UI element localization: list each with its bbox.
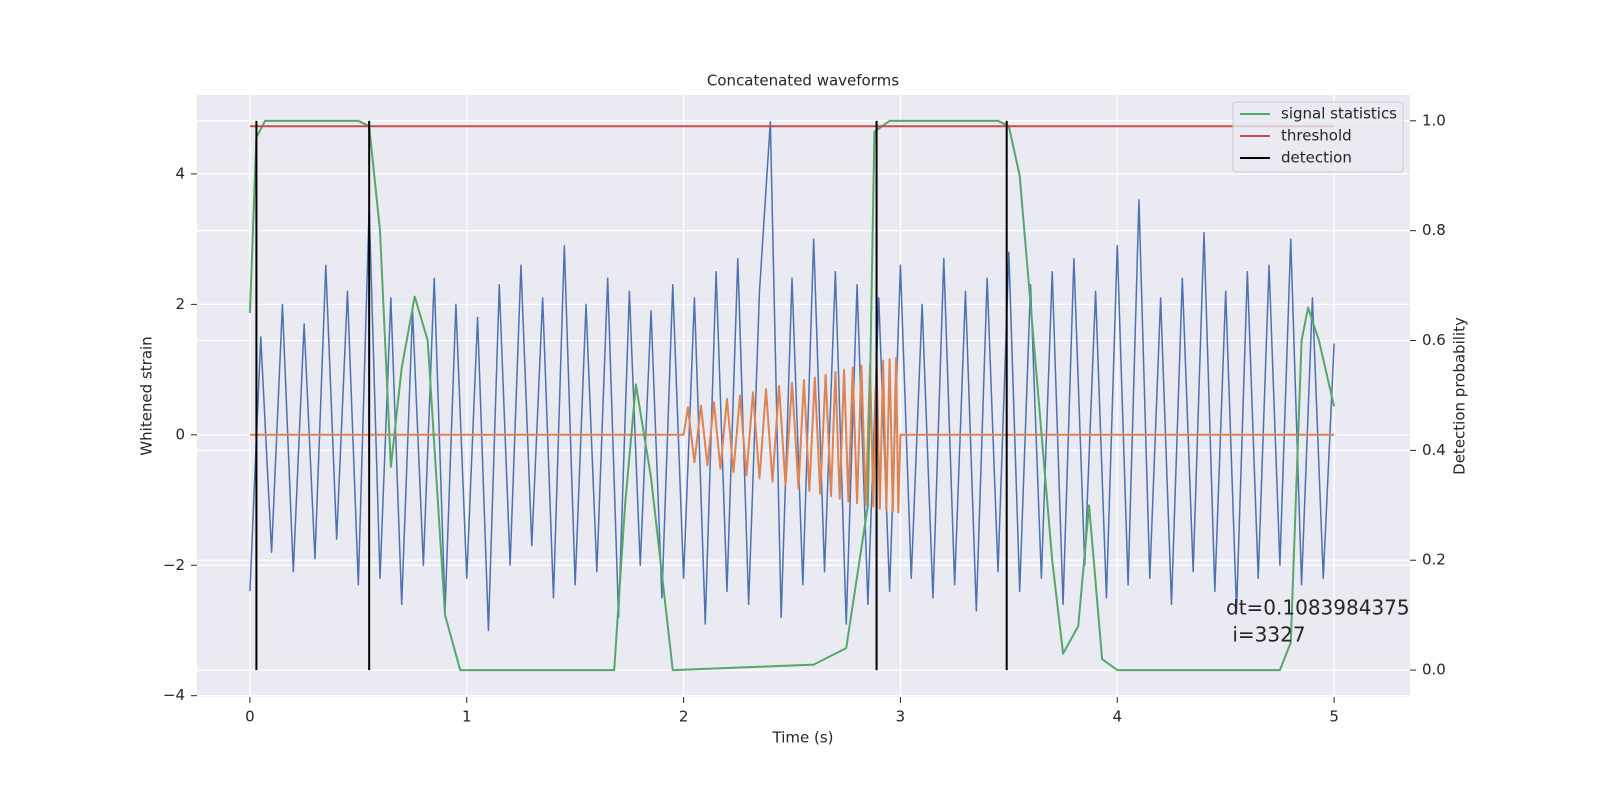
y-tick-label: −2: [163, 556, 185, 574]
x-tick-label: 0: [245, 708, 255, 726]
legend-box: [1232, 101, 1404, 173]
x-tick-label: 5: [1329, 708, 1339, 726]
y-tick-label: 2: [175, 295, 185, 313]
y2-tick-label: 0.2: [1422, 551, 1446, 569]
y-tick-label: −4: [163, 686, 185, 704]
x-tick-label: 4: [1112, 708, 1122, 726]
legend-label: threshold: [1281, 127, 1352, 145]
y2-tick-label: 0.4: [1422, 441, 1446, 459]
x-tick-label: 2: [679, 708, 689, 726]
annotation: dt=0.1083984375: [1226, 596, 1410, 620]
y-axis-label: Whitened strain: [138, 336, 156, 455]
legend-label: signal statistics: [1281, 105, 1397, 123]
legend-label: detection: [1281, 149, 1352, 167]
x-axis-label: Time (s): [772, 729, 834, 747]
y2-tick-label: 0.6: [1422, 331, 1446, 349]
chart-title: Concatenated waveforms: [707, 72, 899, 90]
y2-tick-label: 1.0: [1422, 111, 1446, 129]
y-tick-label: 4: [175, 164, 185, 182]
y2-axis-label: Detection probability: [1451, 317, 1469, 475]
y-tick-label: 0: [175, 425, 185, 443]
annotation: i=3327: [1226, 623, 1306, 647]
y2-tick-label: 0.8: [1422, 221, 1446, 239]
series-line: [248, 119, 1336, 672]
series-line: [249, 356, 1335, 514]
x-tick-label: 1: [462, 708, 472, 726]
x-tick-label: 3: [896, 708, 906, 726]
y2-tick-label: 0.0: [1422, 661, 1446, 679]
